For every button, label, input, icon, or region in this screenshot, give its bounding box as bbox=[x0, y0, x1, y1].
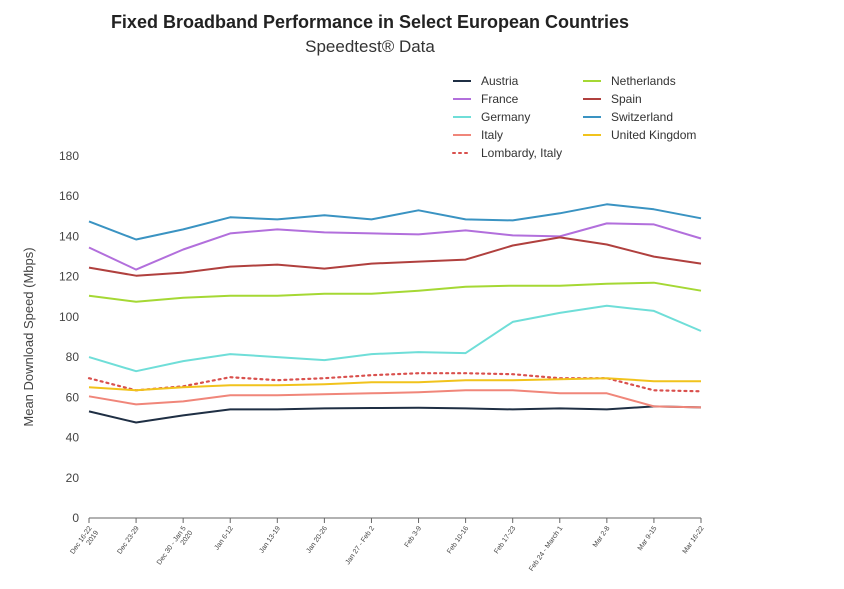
series-line bbox=[88, 405, 702, 424]
x-tick-label: Mar 2-8 bbox=[592, 525, 612, 549]
chart-subtitle: Speedtest® Data bbox=[305, 37, 435, 56]
x-tick-label: Dec 23-29 bbox=[116, 525, 140, 556]
x-tick-label: Feb 17-23 bbox=[493, 525, 517, 555]
x-tick-label: Jan 20-26 bbox=[305, 525, 329, 555]
y-axis-label: Mean Download Speed (Mbps) bbox=[21, 247, 36, 426]
y-tick-label: 0 bbox=[72, 511, 79, 525]
series-line bbox=[88, 203, 702, 241]
series-line bbox=[88, 377, 701, 392]
x-tick-label: Mar 16-22 bbox=[682, 525, 706, 555]
series-line bbox=[88, 304, 702, 373]
x-tick-label: Jan 13-19 bbox=[258, 525, 282, 555]
y-tick-label: 180 bbox=[59, 149, 79, 163]
y-tick-label: 140 bbox=[59, 229, 79, 243]
x-tick-label: Mar 9-15 bbox=[637, 525, 659, 552]
x-tick-label: Jan 27 - Feb 2 bbox=[344, 525, 376, 566]
series-line bbox=[88, 222, 702, 271]
x-tick-label: Dec 30 - Jan 52020 bbox=[156, 525, 194, 571]
legend-label: Spain bbox=[611, 92, 642, 106]
series-line bbox=[88, 281, 702, 303]
legend-label: Austria bbox=[481, 74, 519, 88]
series-line bbox=[88, 389, 702, 409]
y-tick-label: 160 bbox=[59, 189, 79, 203]
legend-label: Netherlands bbox=[611, 74, 676, 88]
legend-label: United Kingdom bbox=[611, 128, 696, 142]
y-tick-label: 40 bbox=[66, 431, 80, 445]
legend-label: Italy bbox=[481, 128, 503, 142]
legend-label: Switzerland bbox=[611, 110, 673, 124]
y-tick-label: 20 bbox=[66, 471, 80, 485]
y-tick-label: 120 bbox=[59, 270, 79, 284]
y-tick-label: 60 bbox=[66, 390, 80, 404]
legend-label: Germany bbox=[481, 110, 530, 124]
y-tick-label: 100 bbox=[59, 310, 79, 324]
legend-label: Lombardy, Italy bbox=[481, 146, 562, 160]
x-tick-label: Dec 16-222019 bbox=[69, 525, 100, 560]
chart-title: Fixed Broadband Performance in Select Eu… bbox=[110, 12, 630, 32]
x-tick-label: Feb 10-16 bbox=[446, 525, 470, 555]
x-tick-label: Feb 3-9 bbox=[404, 525, 424, 549]
y-tick-label: 80 bbox=[66, 350, 80, 364]
x-tick-label: Jan 6-12 bbox=[214, 525, 235, 551]
x-tick-label: Feb 24 - March 1 bbox=[528, 525, 564, 573]
legend-label: France bbox=[481, 92, 519, 106]
series-line bbox=[88, 236, 702, 277]
